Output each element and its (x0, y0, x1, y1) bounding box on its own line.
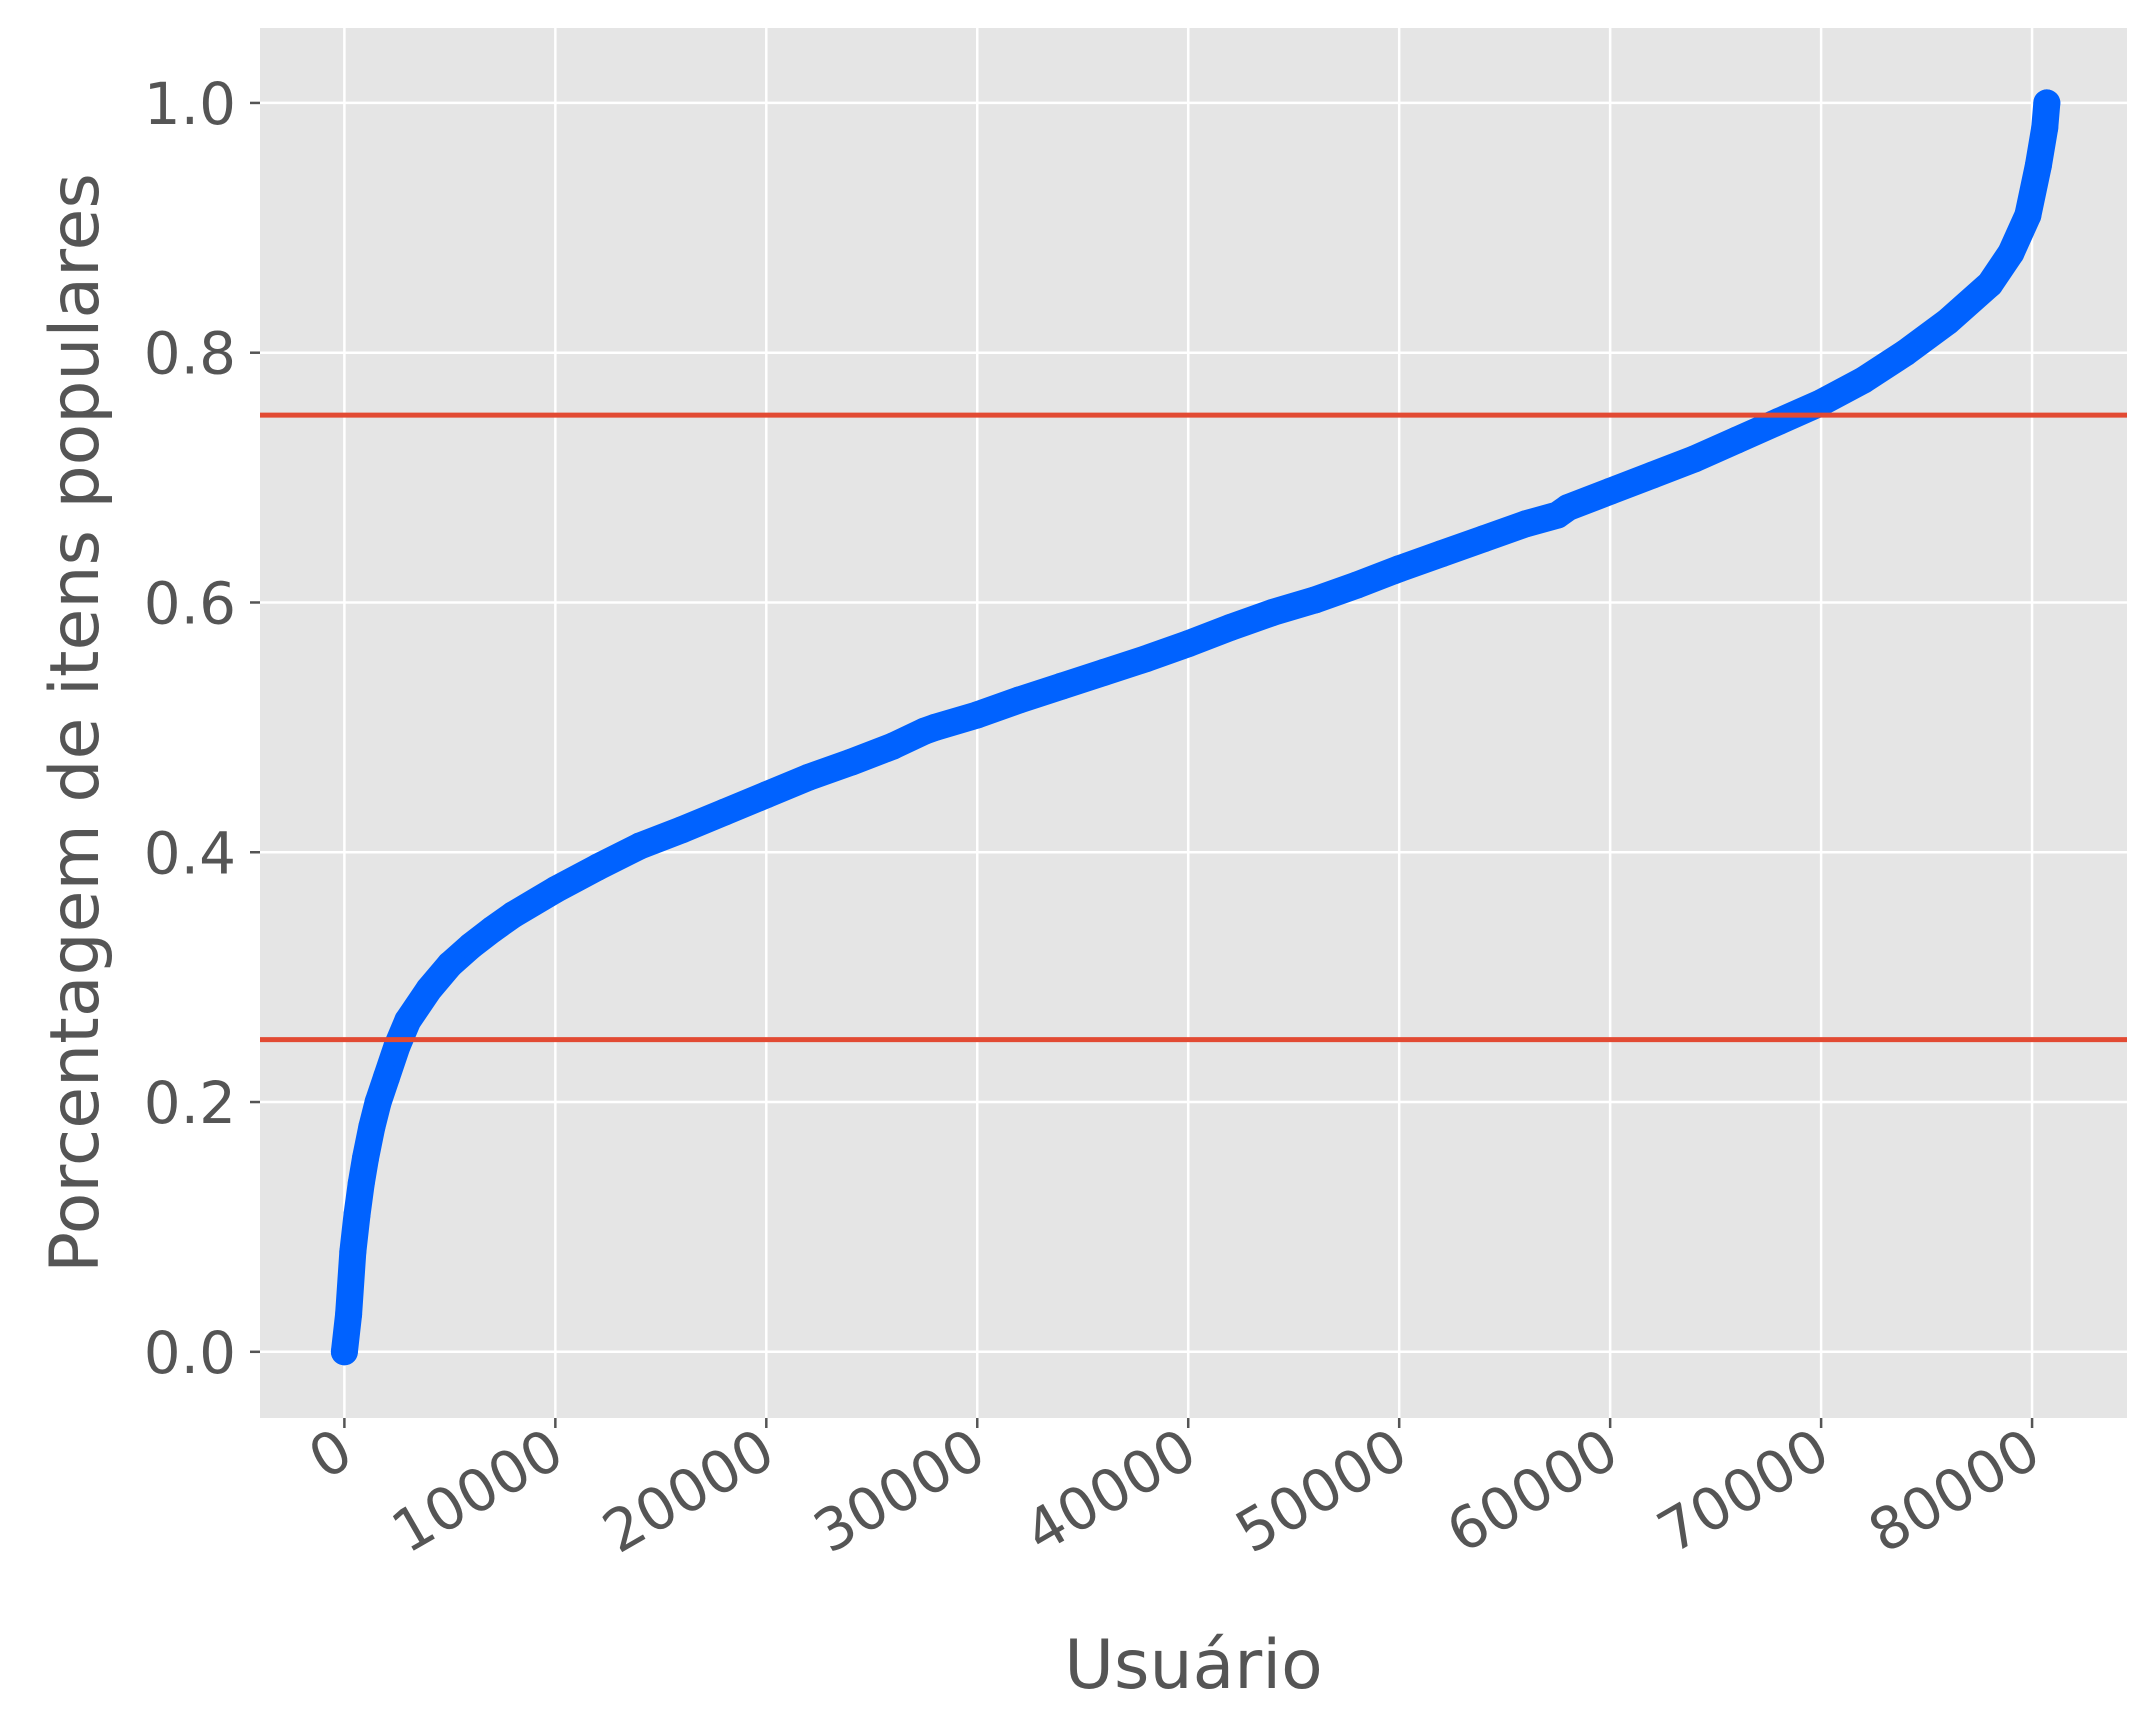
data-point (351, 1144, 379, 1172)
data-point (1554, 494, 1582, 522)
y-tick-label: 0.6 (144, 569, 236, 637)
grid (260, 28, 2127, 1418)
data-point (1048, 672, 1076, 700)
x-tick-label: 80000 (1857, 1415, 2051, 1566)
data-point (383, 1032, 411, 1060)
data-point (541, 876, 569, 904)
y-axis-label: Porcentagem de itens populares (36, 173, 115, 1273)
data-point (1216, 613, 1244, 641)
data-point (364, 1088, 392, 1116)
data-point (415, 976, 443, 1004)
series-line (330, 89, 2061, 1366)
data-point (394, 1007, 422, 1035)
data-point (1385, 555, 1413, 583)
data-point (1765, 407, 1793, 435)
data-point (2014, 201, 2042, 229)
y-tick-label: 0.4 (144, 819, 236, 887)
x-tick-label: 30000 (802, 1415, 996, 1566)
x-tick-label: 60000 (1435, 1415, 1629, 1566)
x-tick-label: 0 (297, 1415, 363, 1492)
data-point (837, 748, 865, 776)
x-tick-label: 40000 (1013, 1415, 1207, 1566)
plot-background (260, 28, 2127, 1418)
data-point (2024, 151, 2052, 179)
x-tick-label: 20000 (592, 1415, 786, 1566)
data-point (710, 798, 738, 826)
data-point (499, 901, 527, 929)
data-point (358, 1113, 386, 1141)
data-point (1132, 645, 1160, 673)
data-point (584, 853, 612, 881)
data-point (1723, 426, 1751, 454)
data-point (794, 763, 822, 791)
data-point (339, 1238, 367, 1266)
data-point (1301, 586, 1329, 614)
data-point (1596, 477, 1624, 505)
data-point (343, 1200, 371, 1228)
data-point (1976, 270, 2004, 298)
data-point (330, 1338, 358, 1366)
data-point (1512, 510, 1540, 538)
reference-lines (260, 412, 2127, 1043)
data-point (1259, 598, 1287, 626)
x-axis-label: Usuário (1064, 1626, 1322, 1705)
data-point (1638, 461, 1666, 489)
data-point (1090, 658, 1118, 686)
data-point (879, 732, 907, 760)
data-point (478, 916, 506, 944)
data-point (963, 701, 991, 729)
data-point (457, 932, 485, 960)
data-point (752, 781, 780, 809)
data-point (1470, 525, 1498, 553)
data-point (1807, 389, 1835, 417)
data-point (1174, 630, 1202, 658)
data-point (1427, 540, 1455, 568)
data-point (373, 1063, 401, 1091)
data-point (668, 816, 696, 844)
data-point (1849, 366, 1877, 394)
data-point (626, 832, 654, 860)
y-tick-label: 0.0 (144, 1319, 236, 1387)
data-point (335, 1300, 363, 1328)
data-point (1891, 339, 1919, 367)
data-point (1005, 686, 1033, 714)
data-point (921, 713, 949, 741)
data-point (1343, 571, 1371, 599)
data-point (1934, 307, 1962, 335)
y-tick-label: 0.8 (144, 320, 236, 388)
data-point (2031, 114, 2059, 142)
x-tick-label: 10000 (381, 1415, 575, 1566)
x-tick-label: 50000 (1224, 1415, 1418, 1566)
x-tick-label: 70000 (1646, 1415, 1840, 1566)
y-tick-label: 0.2 (144, 1069, 236, 1137)
y-tick-label: 1.0 (144, 70, 236, 138)
data-point (347, 1169, 375, 1197)
data-point (1997, 239, 2025, 267)
data-point (436, 951, 464, 979)
data-series (330, 89, 2061, 1366)
data-point (1681, 445, 1709, 473)
data-point (2033, 89, 2061, 117)
